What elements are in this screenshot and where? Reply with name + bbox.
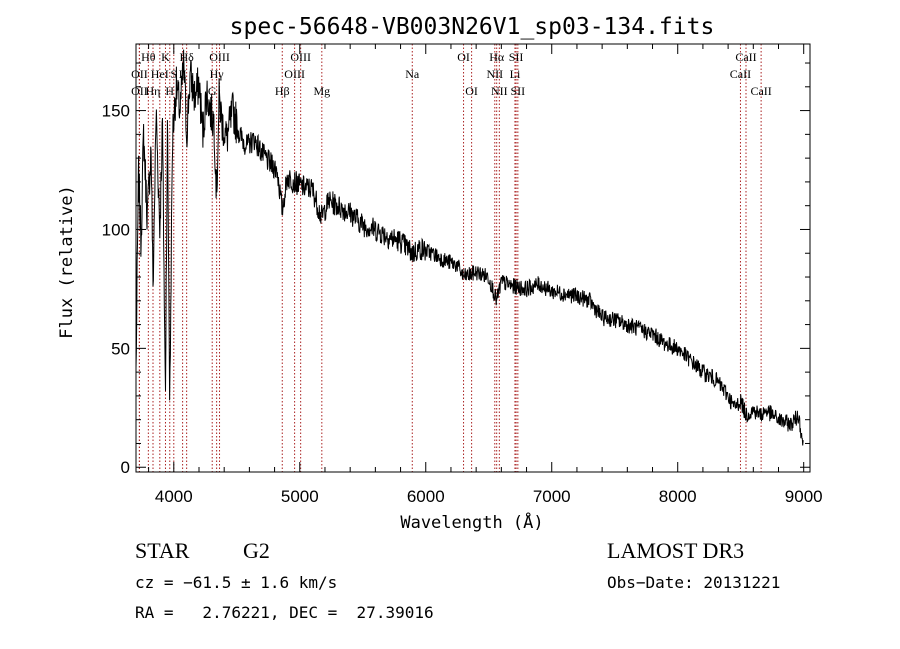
line-label: Hγ — [210, 67, 225, 81]
line-label: OIII — [209, 50, 230, 64]
x-tick-label: 9000 — [785, 487, 823, 506]
obs-date-text: Obs−Date: 20131221 — [607, 573, 781, 592]
x-tick-label: 8000 — [659, 487, 697, 506]
line-label: OII — [131, 67, 148, 81]
y-tick-label: 150 — [102, 102, 130, 121]
line-label: OIII — [284, 67, 305, 81]
y-axis-label: Flux (relative) — [57, 185, 77, 339]
chart-title: spec-56648-VB003N26V1_sp03-134.fits — [230, 14, 715, 40]
x-axis-label: Wavelength (Å) — [400, 511, 543, 533]
line-label: Hη — [146, 84, 161, 98]
x-tick-label: 4000 — [155, 487, 193, 506]
redshift-text: cz = −61.5 ± 1.6 km/s — [135, 573, 338, 592]
y-tick-label: 0 — [121, 458, 130, 477]
y-tick-label: 100 — [102, 220, 130, 239]
line-label: S — [170, 67, 177, 81]
line-label: NII — [491, 84, 508, 98]
object-class: STAR — [135, 538, 190, 563]
line-label: Mg — [313, 84, 330, 98]
line-label: CaII — [730, 67, 751, 81]
line-label: HeI — [151, 67, 169, 81]
line-label: Li — [510, 67, 521, 81]
line-label: H — [165, 84, 174, 98]
line-label: Hα — [489, 50, 505, 64]
line-label: OI — [465, 84, 478, 98]
line-label: CaII — [735, 50, 756, 64]
line-label: Na — [405, 67, 420, 81]
line-label: SII — [509, 50, 524, 64]
coordinates-text: RA = 2.76221, DEC = 27.39016 — [135, 603, 434, 622]
line-label: Hβ — [275, 84, 290, 98]
spectrum-line — [135, 49, 804, 446]
line-label: Hθ — [141, 50, 156, 64]
x-tick-label: 7000 — [533, 487, 571, 506]
line-label: K — [161, 50, 170, 64]
x-tick-label: 5000 — [281, 487, 319, 506]
line-label: CaII — [750, 84, 771, 98]
axis-ticks: 4000 5000 6000 7000 8000 9000 0 50 100 150 — [102, 44, 823, 506]
line-label: SII — [511, 84, 526, 98]
x-tick-label: 6000 — [407, 487, 445, 506]
line-label: OIII — [290, 50, 311, 64]
line-label: Hδ — [179, 50, 194, 64]
plot-frame — [135, 43, 811, 473]
object-subclass: G2 — [243, 538, 270, 563]
line-label: G — [208, 84, 217, 98]
survey-name: LAMOST DR3 — [607, 538, 745, 563]
line-label: OII — [131, 84, 148, 98]
line-label: OI — [457, 50, 470, 64]
y-tick-label: 50 — [111, 339, 130, 358]
line-label: NII — [486, 67, 503, 81]
